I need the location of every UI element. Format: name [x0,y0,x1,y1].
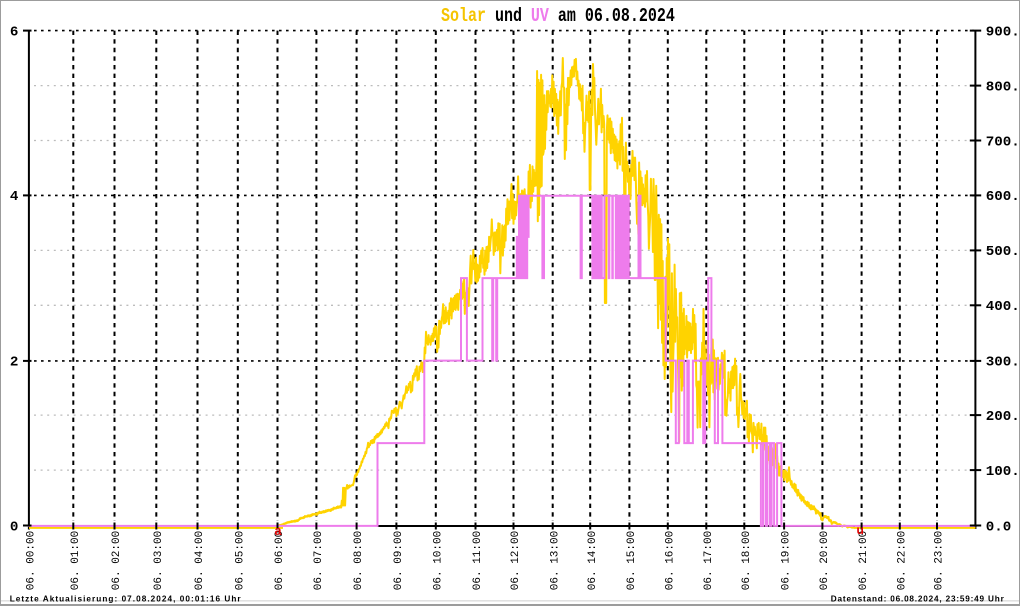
svg-text:06. 17:00: 06. 17:00 [703,531,715,590]
svg-text:06. 12:00: 06. 12:00 [510,531,522,590]
svg-text:200.0: 200.0 [986,409,1020,425]
svg-text:Solar und UV am 06.08.2024: Solar und UV am 06.08.2024 [441,5,675,28]
svg-text:06. 04:00: 06. 04:00 [194,531,206,590]
svg-text:0.0: 0.0 [986,519,1012,535]
svg-text:06. 10:00: 06. 10:00 [432,531,444,590]
svg-text:06. 02:00: 06. 02:00 [111,531,123,590]
svg-text:100.0: 100.0 [986,464,1020,480]
svg-text:06. 22:00: 06. 22:00 [896,531,908,590]
svg-text:900.0: 900.0 [986,24,1020,40]
svg-text:Datenstand: 06.08.2024, 23:59:: Datenstand: 06.08.2024, 23:59:49 Uhr [831,594,1005,603]
svg-text:u: u [857,523,864,537]
svg-text:06. 23:00: 06. 23:00 [934,531,946,590]
svg-text:06. 19:00: 06. 19:00 [781,531,793,590]
svg-text:06. 20:00: 06. 20:00 [819,531,831,590]
svg-text:a: a [275,524,283,538]
svg-text:06. 05:00: 06. 05:00 [234,531,246,590]
svg-text:06. 00:00: 06. 00:00 [26,531,38,590]
svg-text:06. 21:00: 06. 21:00 [858,531,870,590]
svg-text:06. 14:00: 06. 14:00 [587,531,599,590]
svg-text:06. 13:00: 06. 13:00 [549,531,561,590]
svg-text:06. 16:00: 06. 16:00 [664,531,676,590]
svg-text:06. 06:00: 06. 06:00 [274,531,286,590]
svg-text:06. 07:00: 06. 07:00 [313,531,325,590]
svg-text:600.0: 600.0 [986,189,1020,205]
svg-text:4: 4 [10,189,19,205]
svg-text:06. 18:00: 06. 18:00 [741,531,753,590]
svg-text:0: 0 [10,519,19,535]
svg-text:2: 2 [10,355,19,371]
svg-text:500.0: 500.0 [986,244,1020,260]
svg-text:06. 15:00: 06. 15:00 [626,531,638,590]
svg-text:06. 01:00: 06. 01:00 [70,531,82,590]
svg-text:6: 6 [10,24,19,40]
svg-text:Letzte Aktualisierung: 07.08.2: Letzte Aktualisierung: 07.08.2024, 00:01… [10,594,242,603]
svg-text:300.0: 300.0 [986,355,1020,371]
svg-text:06. 09:00: 06. 09:00 [393,531,405,590]
svg-text:400.0: 400.0 [986,299,1020,315]
svg-text:06. 08:00: 06. 08:00 [353,531,365,590]
svg-text:06. 03:00: 06. 03:00 [153,531,165,590]
svg-text:700.0: 700.0 [986,134,1020,150]
svg-text:800.0: 800.0 [986,79,1020,95]
svg-text:06. 11:00: 06. 11:00 [472,531,484,590]
